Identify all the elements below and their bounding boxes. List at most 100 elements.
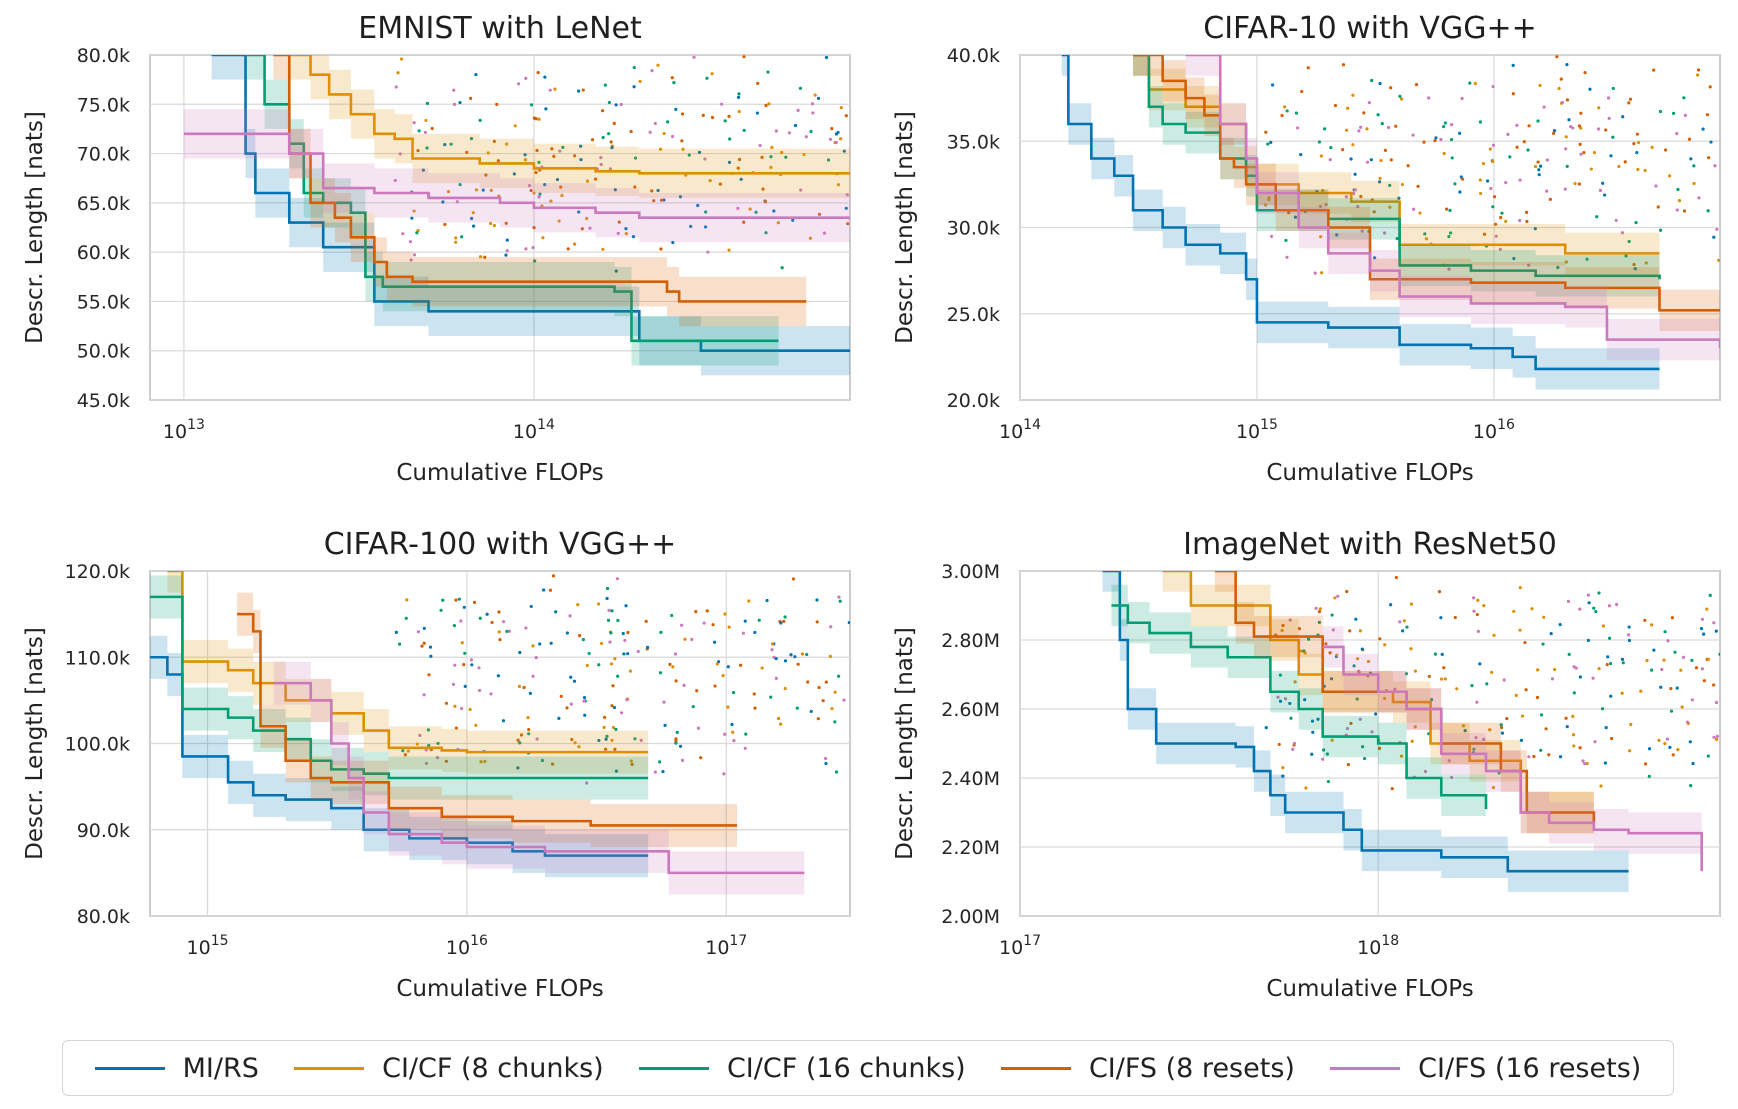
trial-point (1647, 774, 1651, 778)
trial-point (1473, 81, 1477, 86)
trial-point (614, 103, 618, 107)
trial-point (1589, 167, 1593, 171)
trial-point (1676, 747, 1680, 752)
trial-point (839, 105, 843, 110)
trial-point (398, 642, 402, 646)
trial-point (694, 610, 698, 614)
trial-point (845, 193, 849, 197)
trial-point (1360, 229, 1364, 233)
trial-point (1669, 709, 1674, 713)
trial-point (1440, 652, 1444, 657)
trial-point (1692, 164, 1696, 168)
trial-point (1659, 685, 1663, 689)
trial-point (1636, 167, 1640, 172)
trial-point (537, 160, 541, 164)
trial-point (699, 756, 703, 760)
trial-point (842, 698, 846, 702)
trial-point (1574, 666, 1578, 670)
trial-point (538, 192, 542, 196)
trial-point (604, 737, 608, 741)
trial-point (453, 704, 457, 708)
trial-point (415, 742, 419, 746)
trial-point (1321, 757, 1325, 761)
trial-point (1453, 615, 1457, 620)
y-tick-label: 35.0k (947, 131, 1000, 153)
trial-point (580, 227, 584, 231)
trial-point (682, 683, 686, 687)
trial-point (1388, 183, 1392, 187)
trial-point (479, 760, 483, 764)
trial-point (1627, 638, 1632, 643)
trial-point (1617, 164, 1621, 169)
trial-point (1318, 607, 1322, 611)
trial-point (421, 168, 425, 172)
trial-point (696, 203, 700, 208)
trial-point (1333, 596, 1337, 600)
trial-point (1492, 633, 1496, 637)
trial-point (670, 76, 674, 80)
trial-point (774, 657, 778, 661)
trial-point (1527, 124, 1531, 128)
trial-point (793, 123, 798, 128)
trial-point (1689, 783, 1693, 788)
trial-point (1621, 115, 1625, 119)
trial-point (710, 72, 714, 76)
trial-point (1360, 647, 1364, 651)
trial-point (543, 75, 547, 79)
trial-point (1303, 651, 1307, 655)
trial-point (613, 747, 617, 751)
trial-point (1395, 237, 1399, 241)
trial-point (828, 654, 832, 659)
trial-point (1358, 629, 1362, 633)
trial-point (1283, 105, 1287, 109)
trial-point (416, 148, 420, 153)
y-tick-label: 75.0k (77, 94, 130, 116)
trial-point (469, 216, 474, 221)
trial-point (1564, 135, 1568, 139)
trial-point (1450, 775, 1454, 780)
y-tick-label: 20.0k (947, 390, 1000, 412)
trial-point (1634, 221, 1638, 225)
trial-point (1541, 642, 1545, 646)
trial-point (1595, 215, 1599, 219)
trial-point (659, 630, 663, 634)
series-line-ci-fs-16-resets (1185, 55, 1720, 349)
trial-point (830, 127, 834, 131)
trial-point (535, 148, 539, 153)
trial-point (529, 103, 534, 107)
trial-point (713, 684, 717, 688)
trial-point (739, 177, 743, 181)
trial-point (1292, 741, 1297, 746)
trial-point (462, 605, 466, 609)
trial-point (537, 195, 541, 199)
trial-point (394, 85, 398, 89)
trial-point (1322, 748, 1326, 752)
trial-point (1565, 98, 1570, 102)
trial-point (611, 725, 616, 730)
trial-point (1628, 97, 1633, 101)
trial-point (1654, 184, 1658, 188)
trial-point (497, 630, 501, 634)
legend-label-ci-fs-16: CI/FS (16 resets) (1418, 1052, 1642, 1084)
trial-point (1317, 140, 1322, 144)
y-tick-label: 60.0k (77, 242, 130, 264)
trial-point (836, 183, 840, 187)
x-tick-label: 1014 (999, 417, 1041, 443)
series-line-ci-fs-16-resets (273, 681, 805, 875)
trial-point (621, 631, 625, 636)
trial-point (1319, 235, 1323, 239)
trial-point (1718, 652, 1720, 656)
trial-point (1470, 683, 1474, 688)
trial-point (783, 659, 788, 663)
trial-point (646, 645, 650, 649)
trial-point (523, 158, 528, 162)
trial-point (398, 152, 402, 156)
trial-point (1472, 609, 1476, 613)
trial-point (1442, 151, 1446, 156)
legend-label-ci-cf-16: CI/CF (16 chunks) (726, 1052, 966, 1084)
trial-point (428, 645, 433, 649)
x-tick-label: 1015 (1236, 417, 1278, 443)
trial-point (1478, 662, 1482, 666)
trial-point (658, 147, 663, 151)
trial-point (1331, 628, 1335, 632)
